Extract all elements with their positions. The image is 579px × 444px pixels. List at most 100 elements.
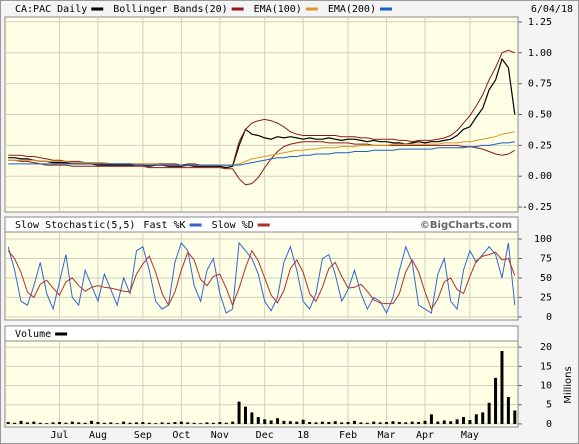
volume-bar: [397, 422, 401, 424]
y-tick-label: 1.25: [528, 17, 552, 28]
volume-bar: [19, 420, 23, 424]
y-tick-label: 10: [540, 381, 552, 392]
volume-bar: [192, 422, 196, 424]
volume-bar: [423, 420, 427, 424]
volume-bar: [25, 422, 29, 424]
volume-bar: [513, 410, 517, 424]
volume-bar: [147, 422, 151, 424]
y-tick-label: 20: [540, 342, 552, 353]
volume-bar: [449, 421, 453, 424]
volume-bar: [352, 420, 356, 424]
stoch-title: Slow Stochastic(5,5): [15, 220, 135, 231]
volume-bar: [276, 418, 280, 424]
volume-bar: [83, 422, 87, 424]
x-tick-label: Aug: [89, 430, 107, 441]
volume-bar: [410, 421, 414, 424]
x-tick-label: Dec: [256, 430, 274, 441]
volume-bar: [134, 422, 138, 424]
volume-bar: [365, 422, 369, 424]
volume-bar: [38, 422, 42, 424]
volume-bar: [442, 420, 446, 424]
volume-bar: [327, 422, 331, 424]
volume-bar: [58, 422, 62, 424]
volume-bar: [263, 419, 267, 424]
volume-bar: [481, 412, 485, 424]
x-tick-label: Sep: [134, 430, 152, 441]
volume-bar: [385, 422, 389, 424]
x-tick-label: Feb: [339, 430, 357, 441]
volume-bar: [13, 422, 17, 424]
volume-title: Volume: [15, 329, 51, 340]
volume-bar: [468, 420, 472, 424]
volume-bar: [417, 422, 421, 424]
y-tick-label: 0.50: [528, 110, 552, 121]
x-tick-label: Jul: [50, 430, 68, 441]
volume-bar: [45, 423, 49, 424]
series-line: [7, 249, 516, 311]
x-tick-label: Apr: [416, 430, 434, 441]
legend-label: Bollinger Bands(20): [113, 4, 227, 15]
volume-panel: [4, 340, 519, 428]
volume-bar: [308, 422, 312, 424]
y-axis-label: Millions: [563, 366, 574, 403]
legend-label: Fast %K: [143, 220, 185, 231]
volume-bar: [436, 421, 440, 424]
volume-bar: [32, 421, 36, 424]
volume-bar: [211, 422, 215, 424]
x-tick-label: May: [461, 430, 479, 441]
volume-bar: [6, 422, 10, 424]
volume-bar: [199, 423, 203, 424]
volume-bar: [372, 421, 376, 424]
volume-bar: [288, 421, 292, 424]
volume-bar: [128, 422, 132, 424]
volume-bar: [122, 421, 126, 424]
volume-bar: [301, 419, 305, 424]
y-tick-label: 100: [534, 234, 552, 245]
watermark: ©BigCharts.com: [420, 220, 512, 231]
volume-bar: [109, 422, 113, 424]
volume-bar: [102, 422, 106, 424]
y-tick-label: 50: [540, 273, 552, 284]
volume-bar: [70, 421, 74, 424]
volume-bar: [461, 417, 465, 424]
volume-bar: [455, 419, 459, 424]
volume-bar: [237, 401, 241, 424]
volume-bar: [359, 422, 363, 424]
x-tick-label: Nov: [211, 430, 229, 441]
volume-bar: [500, 350, 504, 424]
volume-bar: [243, 406, 247, 424]
volume-bar: [295, 421, 299, 424]
y-tick-label: 15: [540, 361, 552, 372]
volume-bar: [346, 422, 350, 424]
volume-bar: [282, 420, 286, 424]
volume-bar: [90, 420, 94, 424]
legend-label: EMA(200): [328, 4, 376, 15]
legend-label: Slow %D: [212, 220, 254, 231]
volume-bar: [250, 412, 254, 424]
series-line: [8, 131, 515, 166]
y-tick-label: 25: [540, 292, 552, 303]
volume-bar: [77, 422, 81, 424]
volume-bar: [320, 421, 324, 424]
legend-label: EMA(100): [254, 4, 302, 15]
volume-bar: [186, 422, 190, 424]
y-tick-label: 5: [546, 400, 552, 411]
volume-bar: [506, 397, 510, 424]
volume-bar: [314, 422, 318, 424]
x-tick-label: Mar: [378, 430, 396, 441]
volume-bar: [179, 421, 183, 424]
volume-bar: [96, 422, 100, 424]
volume-bar: [154, 423, 158, 424]
band-lower: [8, 141, 516, 186]
y-tick-label: 75: [540, 253, 552, 264]
x-tick-label: Oct: [172, 430, 190, 441]
y-tick-label: 1.00: [528, 48, 552, 59]
volume-bar: [51, 422, 55, 424]
volume-bar: [167, 422, 171, 424]
volume-bar: [474, 414, 478, 424]
volume-bar: [224, 422, 228, 424]
volume-bar: [391, 421, 395, 424]
series-line: [7, 241, 516, 315]
volume-bar: [205, 422, 209, 424]
